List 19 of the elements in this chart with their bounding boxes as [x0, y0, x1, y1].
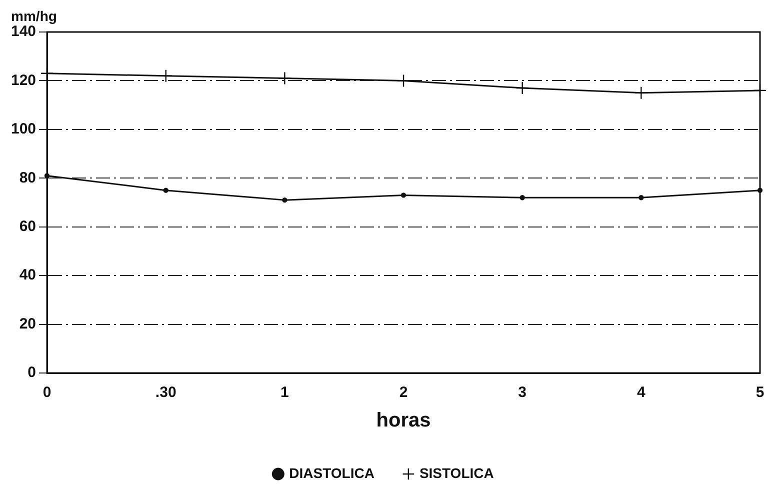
x-axis-title: horas [376, 410, 431, 432]
x-tick-label: 3 [518, 384, 527, 402]
y-tick-label: 80 [19, 169, 36, 186]
y-tick-label: 40 [19, 266, 36, 284]
legend-label: DIASTOLICA [289, 464, 374, 481]
y-tick-label: 100 [10, 120, 36, 138]
x-tick-label: 0 [42, 384, 52, 402]
legend-label: SISTOLICA [419, 464, 494, 481]
y-tick-label: 20 [19, 315, 36, 332]
x-tick-label: 2 [399, 384, 408, 402]
y-tick-label: 120 [10, 72, 36, 89]
y-tick-label: 140 [10, 23, 36, 40]
y-tick-label: 0 [28, 364, 36, 382]
y-tick-label: 60 [19, 218, 36, 235]
x-tick-label: 4 [637, 384, 646, 402]
y-axis-title: mm/hg [11, 8, 57, 24]
x-tick-label: 1 [280, 384, 289, 402]
x-tick-label: 5 [756, 384, 764, 402]
x-tick-label: .30 [155, 384, 176, 402]
